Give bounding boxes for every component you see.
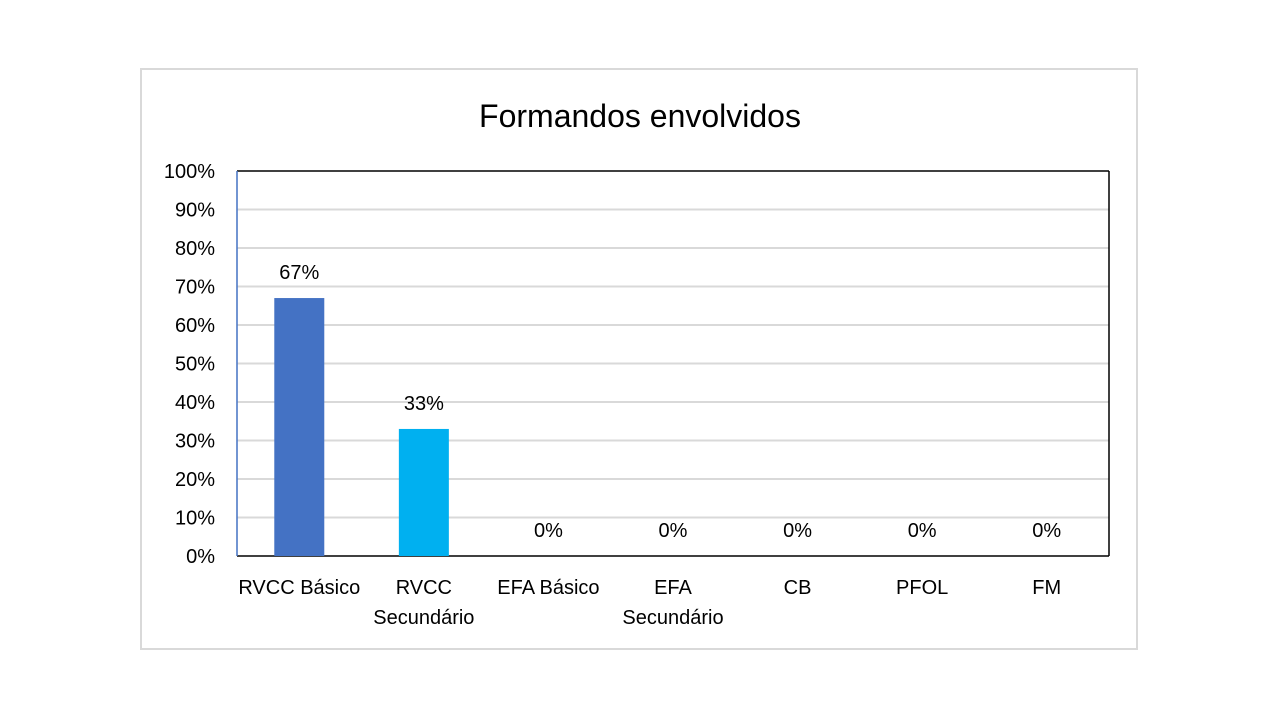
y-tick-label: 60% bbox=[175, 315, 215, 337]
x-category-label: EFA bbox=[654, 577, 692, 599]
x-category-label: Secundário bbox=[622, 607, 723, 629]
y-tick-label: 100% bbox=[164, 161, 215, 183]
x-category-label: Secundário bbox=[373, 607, 474, 629]
y-tick-label: 30% bbox=[175, 431, 215, 453]
data-label: 33% bbox=[404, 393, 444, 415]
data-label: 0% bbox=[659, 520, 688, 542]
y-tick-label: 20% bbox=[175, 469, 215, 491]
y-tick-label: 50% bbox=[175, 354, 215, 376]
y-tick-label: 40% bbox=[175, 392, 215, 414]
y-tick-label: 10% bbox=[175, 508, 215, 530]
data-label: 0% bbox=[1032, 520, 1061, 542]
x-category-label: FM bbox=[1032, 577, 1061, 599]
y-tick-label: 70% bbox=[175, 277, 215, 299]
x-category-label: PFOL bbox=[896, 577, 948, 599]
x-category-label: RVCC bbox=[396, 577, 452, 599]
data-label: 0% bbox=[534, 520, 563, 542]
x-category-label: RVCC Básico bbox=[238, 577, 360, 599]
data-label: 0% bbox=[908, 520, 937, 542]
chart-title: Formandos envolvidos bbox=[479, 98, 801, 134]
x-category-label: EFA Básico bbox=[497, 577, 599, 599]
data-label: 0% bbox=[783, 520, 812, 542]
y-tick-label: 80% bbox=[175, 238, 215, 260]
bar bbox=[398, 428, 449, 556]
y-tick-label: 90% bbox=[175, 200, 215, 222]
x-category-label: CB bbox=[784, 577, 812, 599]
bar bbox=[274, 298, 325, 556]
y-tick-label: 0% bbox=[186, 546, 215, 568]
data-label: 67% bbox=[279, 262, 319, 284]
